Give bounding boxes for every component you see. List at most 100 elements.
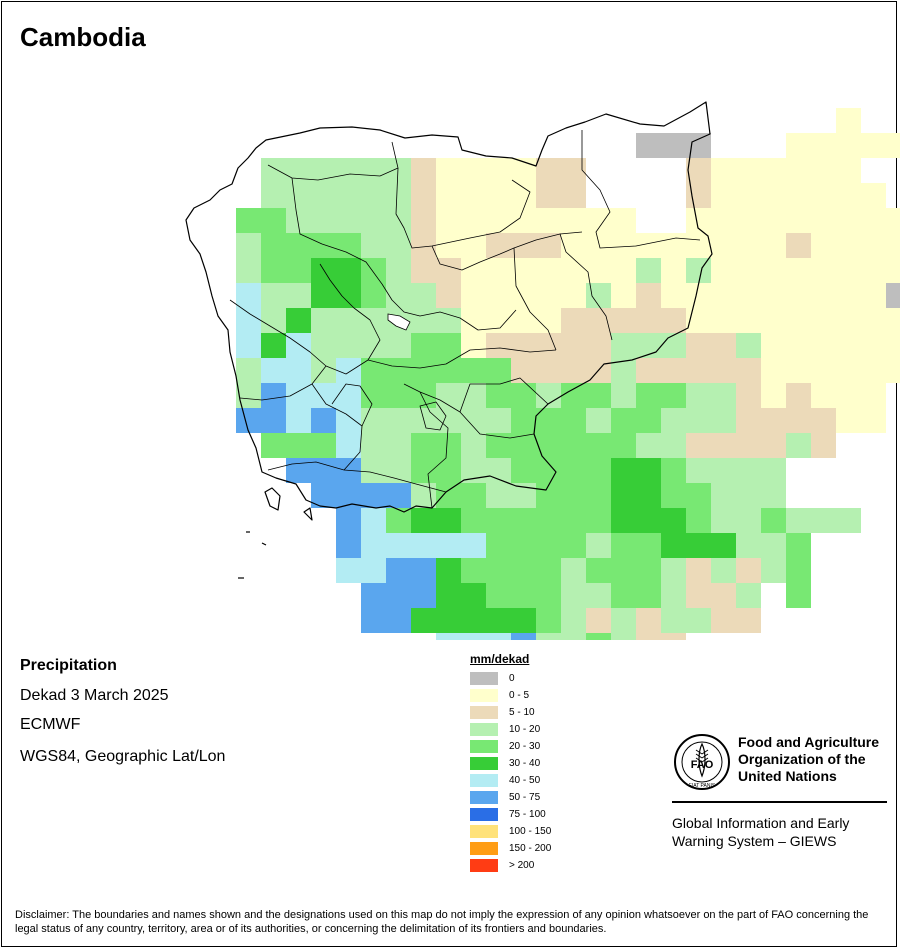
grid-cell [511, 583, 536, 608]
grid-cell [686, 583, 711, 608]
grid-cell [436, 433, 461, 458]
grid-cell [836, 383, 861, 408]
legend-swatch [470, 723, 498, 736]
grid-cell [286, 283, 311, 308]
legend-label: 30 - 40 [509, 758, 541, 769]
grid-cell [661, 233, 686, 258]
grid-cell [786, 158, 811, 183]
grid-cell [411, 383, 436, 408]
grid-cell [361, 508, 386, 533]
grid-cell [786, 533, 811, 558]
grid-cell [261, 233, 286, 258]
grid-cell [661, 433, 686, 458]
grid-cell [511, 533, 536, 558]
grid-cell [411, 233, 436, 258]
grid-cell [236, 258, 261, 283]
grid-cell [586, 333, 611, 358]
grid-cell [361, 283, 386, 308]
grid-cell [486, 358, 511, 383]
legend-items: 0 0 - 5 5 - 10 10 - 20 20 - 30 30 - 40 40 - 50… [470, 670, 551, 874]
grid-cell [486, 208, 511, 233]
grid-cell [511, 333, 536, 358]
grid-cell [636, 358, 661, 383]
grid-cell [886, 358, 900, 383]
grid-cell [536, 308, 561, 333]
giews-line: Global Information and Early [672, 815, 850, 831]
grid-cell [836, 158, 861, 183]
precipitation-map [185, 101, 900, 640]
grid-cell [311, 283, 336, 308]
legend-item: 100 - 150 [470, 823, 551, 840]
legend-item: 5 - 10 [470, 704, 551, 721]
grid-cell [586, 383, 611, 408]
legend-label: 5 - 10 [509, 707, 535, 718]
grid-cell [511, 633, 536, 640]
legend-label: 20 - 30 [509, 741, 541, 752]
grid-cell [411, 358, 436, 383]
grid-cell [661, 283, 686, 308]
coast-island [303, 507, 313, 521]
grid-cell [511, 308, 536, 333]
grid-cell [786, 258, 811, 283]
grid-cell [711, 583, 736, 608]
grid-cell [336, 508, 361, 533]
grid-cell [386, 608, 411, 633]
legend-item: 150 - 200 [470, 840, 551, 857]
grid-cell [411, 308, 436, 333]
grid-cell [486, 158, 511, 183]
grid-cell [786, 208, 811, 233]
grid-cell [611, 408, 636, 433]
grid-cell [561, 608, 586, 633]
grid-cell [461, 583, 486, 608]
grid-cell [486, 483, 511, 508]
grid-cell [536, 183, 561, 208]
grid-cell [411, 558, 436, 583]
legend-item: 0 [470, 670, 551, 687]
grid-cell [761, 208, 786, 233]
grid-cell [261, 383, 286, 408]
svg-text:FAO: FAO [691, 759, 714, 771]
legend-swatch [470, 774, 498, 787]
grid-cell [586, 508, 611, 533]
grid-cell [886, 233, 900, 258]
grid-cell [361, 258, 386, 283]
grid-cell [811, 508, 836, 533]
grid-cell [436, 533, 461, 558]
grid-cell [436, 233, 461, 258]
grid-cell [286, 258, 311, 283]
grid-cell [561, 408, 586, 433]
grid-cell [336, 483, 361, 508]
grid-cell [686, 508, 711, 533]
cambodia-outline [185, 101, 713, 513]
grid-cell [736, 408, 761, 433]
grid-cell [311, 433, 336, 458]
grid-cell [436, 558, 461, 583]
grid-cell [286, 433, 311, 458]
grid-cell [711, 233, 736, 258]
legend-item: 0 - 5 [470, 687, 551, 704]
grid-cell [561, 308, 586, 333]
legend-label: 0 [509, 673, 515, 684]
grid-cell [736, 433, 761, 458]
grid-cell [536, 158, 561, 183]
grid-cell [611, 258, 636, 283]
grid-cell [736, 308, 761, 333]
grid-cell [511, 233, 536, 258]
grid-cell [561, 383, 586, 408]
grid-cell [611, 308, 636, 333]
grid-cell [611, 333, 636, 358]
grid-cell [736, 458, 761, 483]
grid-cell [236, 283, 261, 308]
legend-swatch [470, 740, 498, 753]
grid-cell [286, 358, 311, 383]
grid-cell [611, 283, 636, 308]
grid-cell [886, 308, 900, 333]
grid-cell [761, 258, 786, 283]
grid-cell [711, 308, 736, 333]
grid-cell [411, 258, 436, 283]
grid-cell [361, 383, 386, 408]
grid-cell [711, 483, 736, 508]
grid-cell [661, 308, 686, 333]
grid-cell [836, 283, 861, 308]
